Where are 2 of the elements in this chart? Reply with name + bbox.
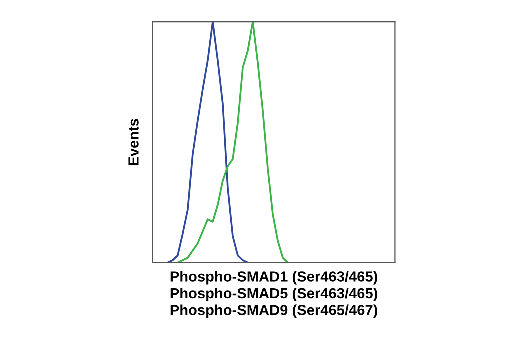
- y-axis-title: Events: [128, 119, 139, 166]
- x-axis-title: Phospho-SMAD1 (Ser463/465) Phospho-SMAD5 (Ser463/465) Phospho-SMAD9 (Ser465/467): [170, 271, 378, 318]
